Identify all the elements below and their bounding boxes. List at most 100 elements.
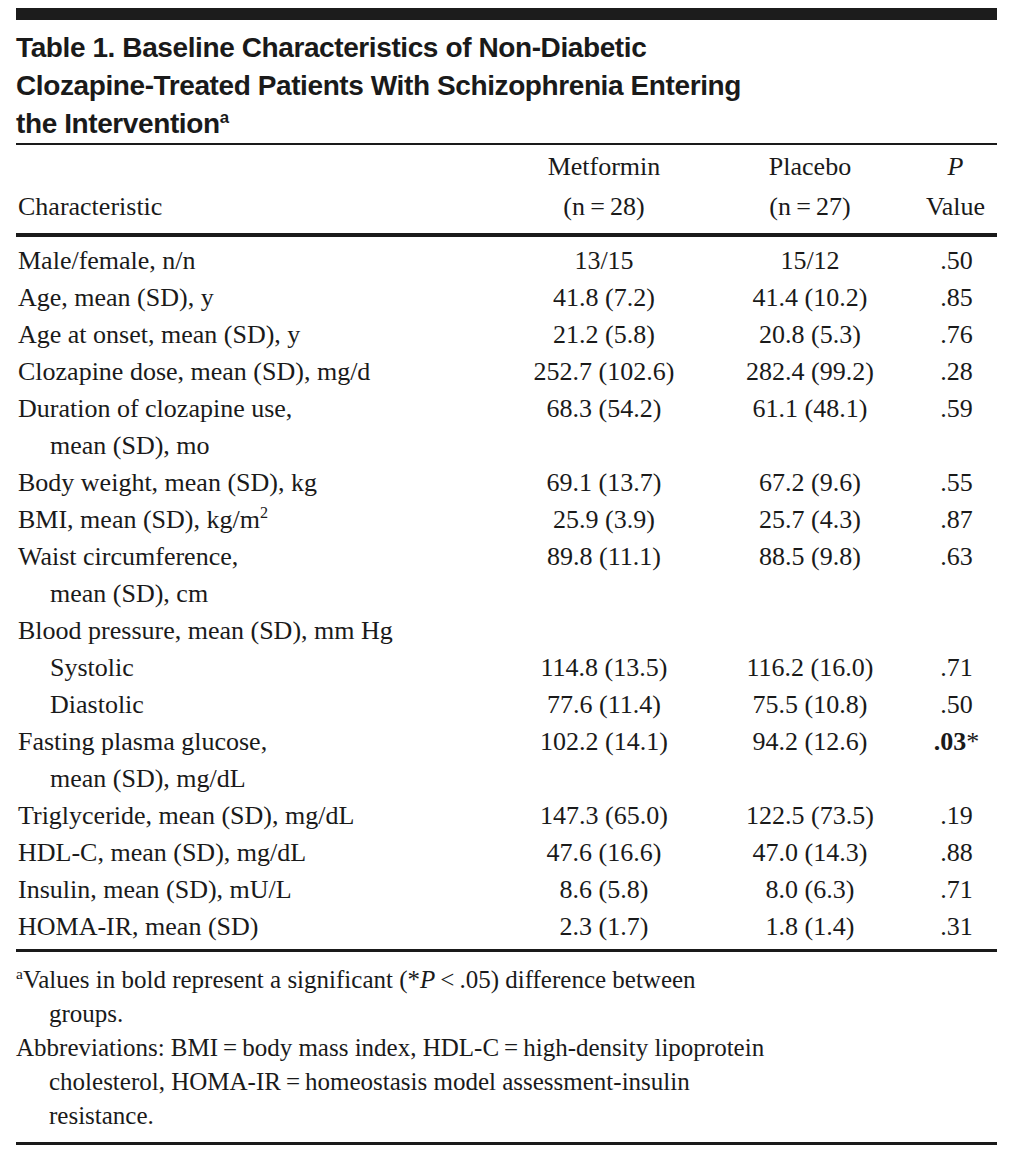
metformin-value-cell: 25.9 (3.9): [488, 501, 720, 538]
p-value-cell: .50: [900, 686, 997, 723]
table-row: Clozapine dose, mean (SD), mg/d252.7 (10…: [16, 353, 997, 390]
table-row: Blood pressure, mean (SD), mm Hg: [16, 612, 997, 649]
p-value-cell: .19: [900, 797, 997, 834]
placebo-value-cell: 94.2 (12.6): [720, 723, 900, 797]
metformin-value-cell: 102.2 (14.1): [488, 723, 720, 797]
p-value-cell: .76: [900, 316, 997, 353]
placebo-value-cell: 20.8 (5.3): [720, 316, 900, 353]
bottom-rule-bar: [16, 1142, 997, 1145]
placebo-value-cell: 282.4 (99.2): [720, 353, 900, 390]
characteristic-cell: Age at onset, mean (SD), y: [16, 316, 488, 353]
characteristic-cell: Blood pressure, mean (SD), mm Hg: [16, 612, 488, 649]
table-row: Diastolic77.6 (11.4)75.5 (10.8).50: [16, 686, 997, 723]
metformin-value-cell: 114.8 (13.5): [488, 649, 720, 686]
placebo-value-cell: 122.5 (73.5): [720, 797, 900, 834]
table-title: Table 1. Baseline Characteristics of Non…: [16, 29, 997, 143]
p-value-cell: .71: [900, 871, 997, 908]
p-value-cell: .63: [900, 538, 997, 612]
placebo-value-cell: 41.4 (10.2): [720, 279, 900, 316]
table-row: Triglyceride, mean (SD), mg/dL147.3 (65.…: [16, 797, 997, 834]
page: Table 1. Baseline Characteristics of Non…: [0, 0, 1011, 1145]
p-value-cell: .03*: [900, 723, 997, 797]
p-value-cell: .55: [900, 464, 997, 501]
metformin-value-cell: 77.6 (11.4): [488, 686, 720, 723]
column-header-characteristic: Characteristic: [16, 144, 488, 235]
metformin-value-cell: 21.2 (5.8): [488, 316, 720, 353]
metformin-value-cell: 2.3 (1.7): [488, 908, 720, 949]
metformin-value-cell: [488, 612, 720, 649]
metformin-value-cell: 41.8 (7.2): [488, 279, 720, 316]
metformin-value-cell: 47.6 (16.6): [488, 834, 720, 871]
column-header-metformin: Metformin (n = 28): [488, 144, 720, 235]
footnote-a-text-cont: < .05) difference between: [435, 966, 695, 993]
column-header-p-value: P Value: [900, 144, 997, 235]
p-value-cell: .71: [900, 649, 997, 686]
abbrev-line-1: Abbreviations: BMI = body mass index, HD…: [16, 1034, 764, 1061]
characteristic-cell: Triglyceride, mean (SD), mg/dL: [16, 797, 488, 834]
metformin-value-cell: 8.6 (5.8): [488, 871, 720, 908]
table-row: Fasting plasma glucose,mean (SD), mg/dL1…: [16, 723, 997, 797]
metformin-value-cell: 252.7 (102.6): [488, 353, 720, 390]
characteristic-cell: Waist circumference,mean (SD), cm: [16, 538, 488, 612]
characteristic-cell: Fasting plasma glucose,mean (SD), mg/dL: [16, 723, 488, 797]
placebo-value-cell: 61.1 (48.1): [720, 390, 900, 464]
table-row: Waist circumference,mean (SD), cm89.8 (1…: [16, 538, 997, 612]
p-value-cell: [900, 612, 997, 649]
footnote-divider-rule: [16, 949, 997, 952]
characteristic-cell: BMI, mean (SD), kg/m2: [16, 501, 488, 538]
placebo-value-cell: [720, 612, 900, 649]
p-value-cell: .85: [900, 279, 997, 316]
title-line-1: Table 1. Baseline Characteristics of Non…: [16, 29, 997, 67]
p-value-cell: .87: [900, 501, 997, 538]
table-header-row: Characteristic Metformin (n = 28) Placeb…: [16, 144, 997, 235]
footnote-a-line2: groups.: [49, 1000, 123, 1027]
title-line-3-text: the Intervention: [16, 108, 220, 139]
table-body: Male/female, n/n13/1515/12.50Age, mean (…: [16, 235, 997, 949]
characteristic-cell: Male/female, n/n: [16, 235, 488, 279]
table-row: Duration of clozapine use,mean (SD), mo6…: [16, 390, 997, 464]
placebo-value-cell: 8.0 (6.3): [720, 871, 900, 908]
abbrev-line-3: resistance.: [49, 1102, 154, 1129]
table-row: BMI, mean (SD), kg/m225.9 (3.9)25.7 (4.3…: [16, 501, 997, 538]
metformin-value-cell: 68.3 (54.2): [488, 390, 720, 464]
placebo-value-cell: 15/12: [720, 235, 900, 279]
label-superscript: 2: [260, 504, 268, 521]
characteristic-cell: Age, mean (SD), y: [16, 279, 488, 316]
title-footnote-marker: a: [220, 108, 229, 127]
footnotes: aValues in bold represent a significant …: [16, 963, 997, 1133]
metformin-value-cell: 89.8 (11.1): [488, 538, 720, 612]
placebo-value-cell: 88.5 (9.8): [720, 538, 900, 612]
characteristic-cell: Diastolic: [16, 686, 488, 723]
placebo-value-cell: 1.8 (1.4): [720, 908, 900, 949]
column-header-placebo: Placebo (n = 27): [720, 144, 900, 235]
placebo-value-cell: 47.0 (14.3): [720, 834, 900, 871]
title-line-3: the Interventiona: [16, 105, 997, 143]
footnote-a-p-symbol: P: [420, 966, 435, 993]
characteristic-cell: Clozapine dose, mean (SD), mg/d: [16, 353, 488, 390]
characteristic-cell: Insulin, mean (SD), mU/L: [16, 871, 488, 908]
characteristic-cell: Systolic: [16, 649, 488, 686]
placebo-value-cell: 116.2 (16.0): [720, 649, 900, 686]
metformin-value-cell: 13/15: [488, 235, 720, 279]
p-value-cell: .88: [900, 834, 997, 871]
table-row: Insulin, mean (SD), mU/L8.6 (5.8)8.0 (6.…: [16, 871, 997, 908]
characteristic-cell: Body weight, mean (SD), kg: [16, 464, 488, 501]
metformin-value-cell: 147.3 (65.0): [488, 797, 720, 834]
placebo-value-cell: 67.2 (9.6): [720, 464, 900, 501]
baseline-characteristics-table: Characteristic Metformin (n = 28) Placeb…: [16, 143, 997, 949]
table-row: HOMA-IR, mean (SD)2.3 (1.7)1.8 (1.4).31: [16, 908, 997, 949]
characteristic-cell: HDL-C, mean (SD), mg/dL: [16, 834, 488, 871]
metformin-value-cell: 69.1 (13.7): [488, 464, 720, 501]
p-value-cell: .59: [900, 390, 997, 464]
footnote-a: aValues in bold represent a significant …: [16, 963, 997, 1031]
characteristic-cell: HOMA-IR, mean (SD): [16, 908, 488, 949]
characteristic-cell: Duration of clozapine use,mean (SD), mo: [16, 390, 488, 464]
placebo-value-cell: 25.7 (4.3): [720, 501, 900, 538]
table-row: Systolic114.8 (13.5)116.2 (16.0).71: [16, 649, 997, 686]
table-row: Age, mean (SD), y41.8 (7.2)41.4 (10.2).8…: [16, 279, 997, 316]
table-row: Body weight, mean (SD), kg69.1 (13.7)67.…: [16, 464, 997, 501]
footnote-a-text: Values in bold represent a significant (…: [23, 966, 420, 993]
table-row: Male/female, n/n13/1515/12.50: [16, 235, 997, 279]
placebo-value-cell: 75.5 (10.8): [720, 686, 900, 723]
top-rule-bar: [16, 8, 997, 20]
